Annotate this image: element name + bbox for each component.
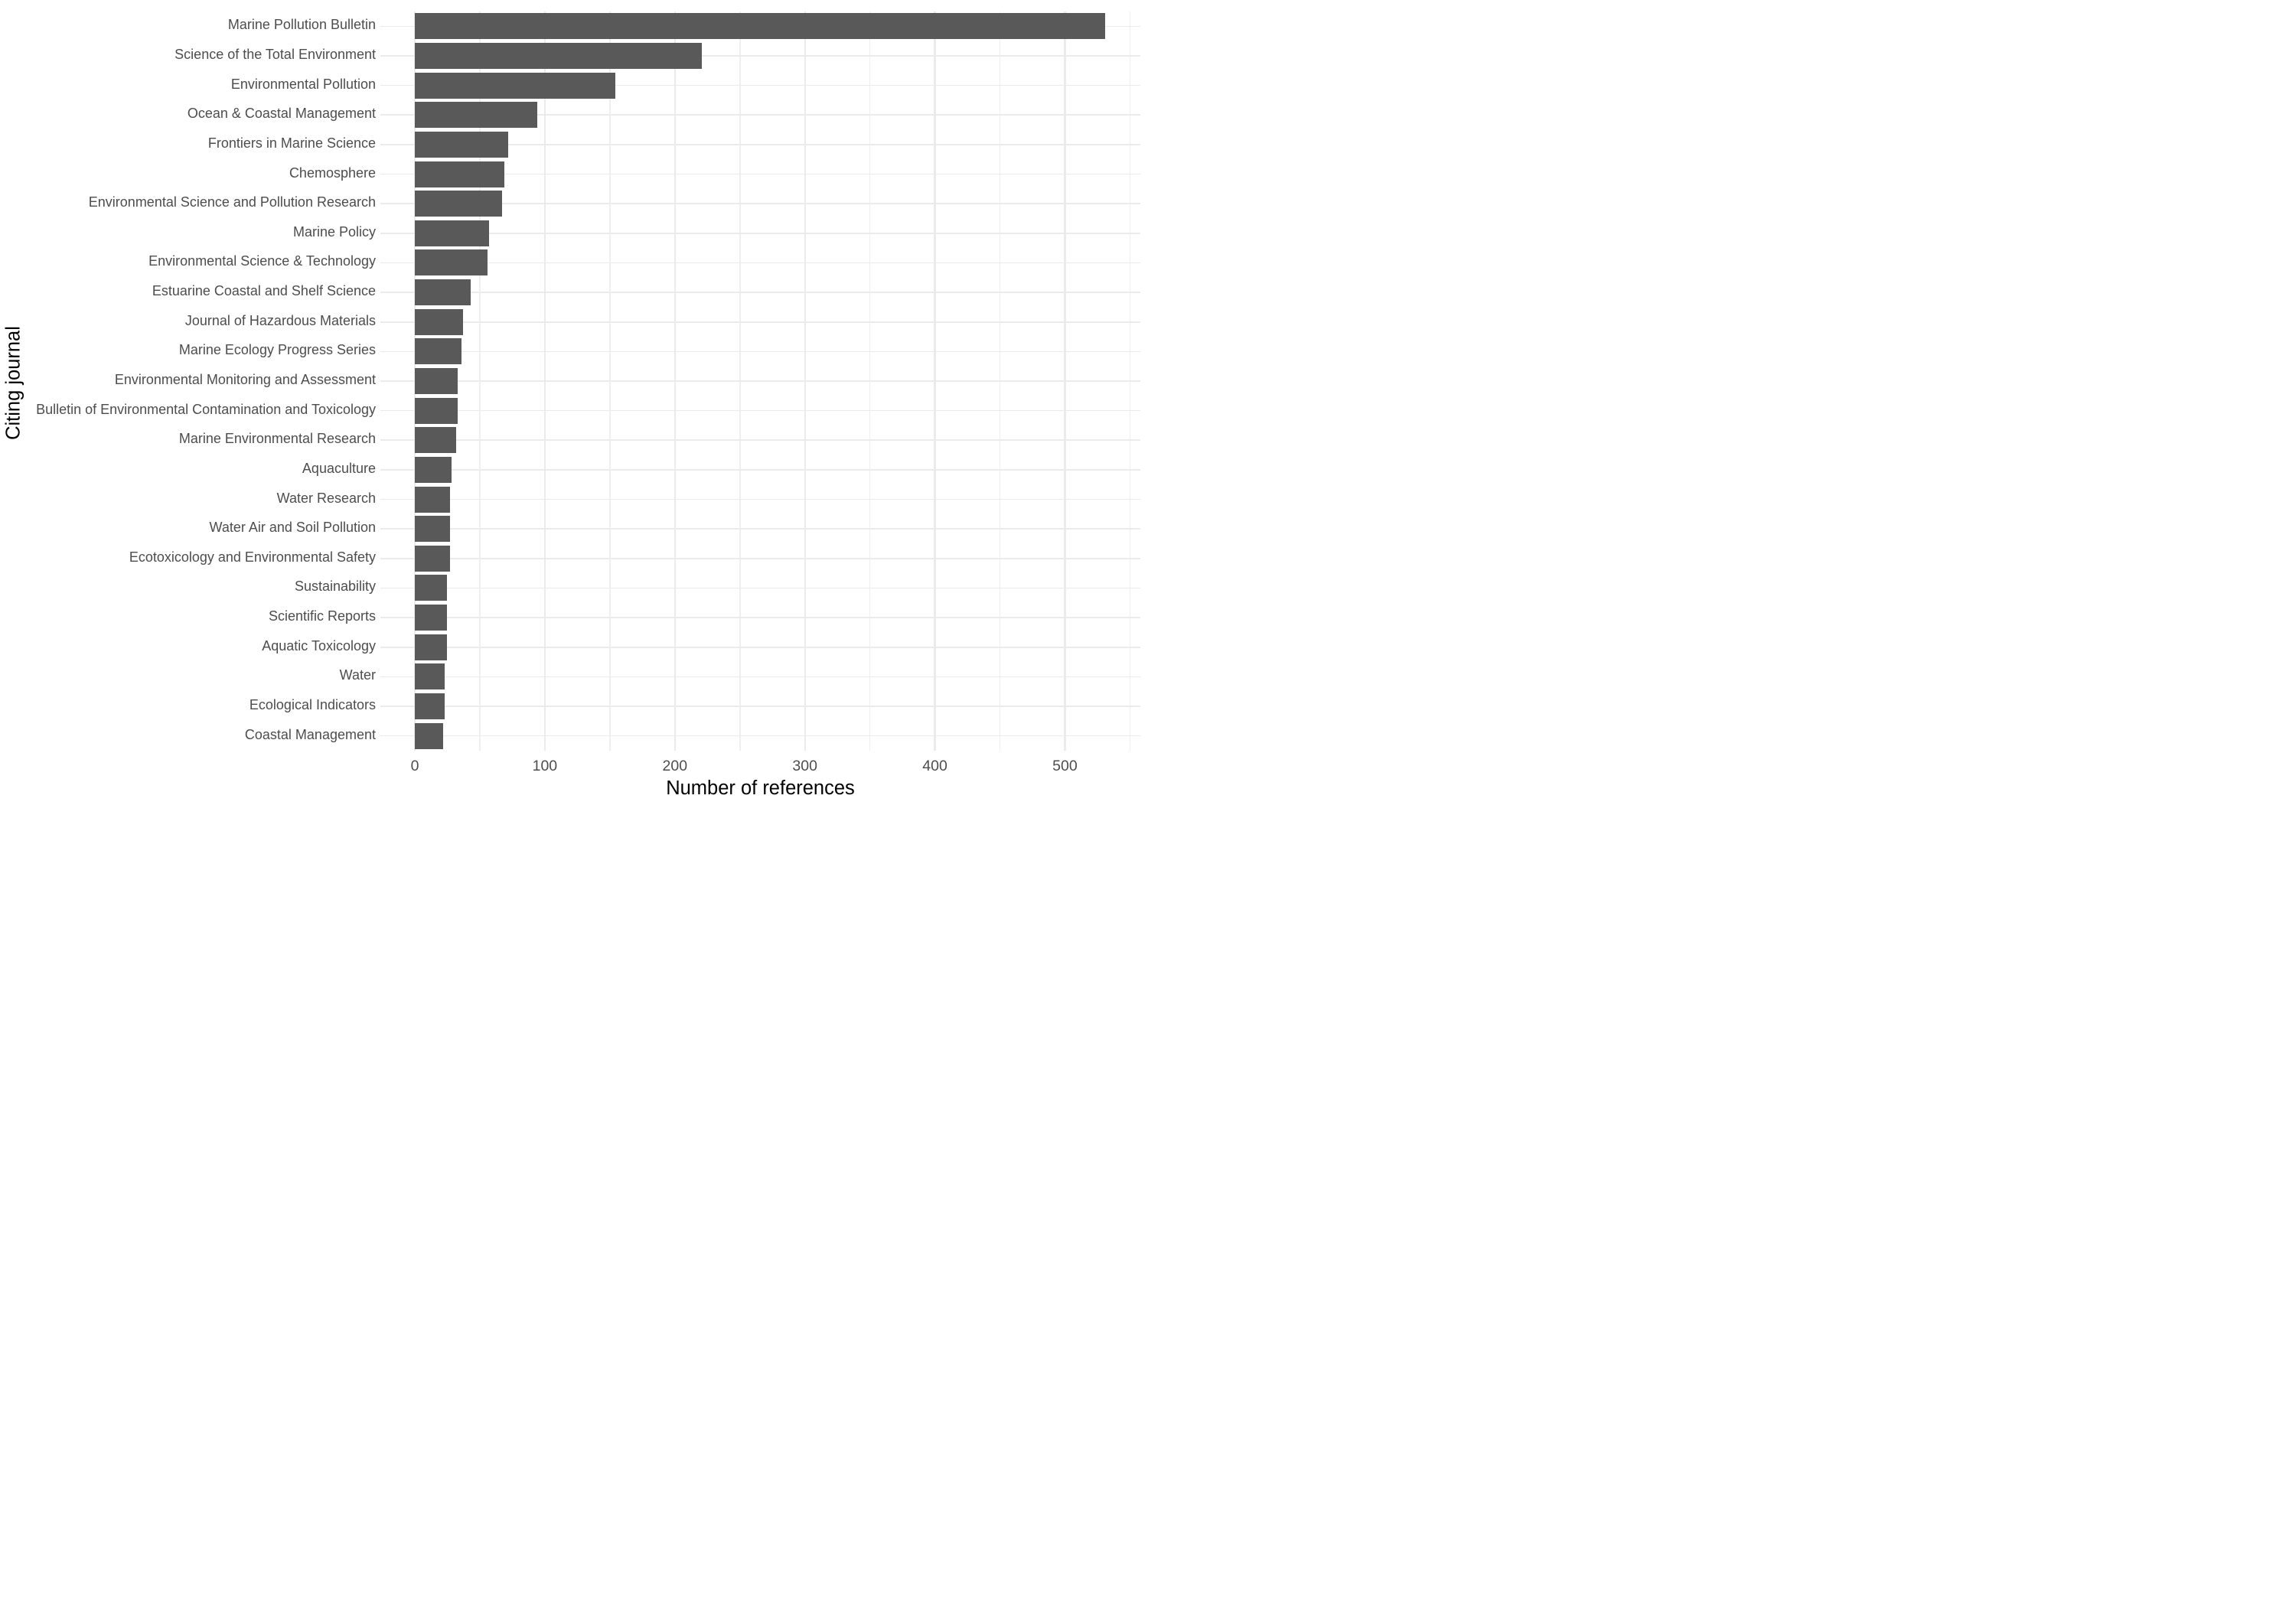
row-gridline bbox=[380, 55, 1140, 57]
bar bbox=[415, 191, 502, 217]
bar bbox=[415, 516, 450, 543]
bar bbox=[415, 545, 450, 572]
bar bbox=[415, 131, 509, 158]
row-gridline bbox=[380, 617, 1140, 618]
category-label: Water Air and Soil Pollution bbox=[209, 520, 376, 536]
x-tick-label: 500 bbox=[1052, 758, 1078, 774]
row-gridline bbox=[380, 409, 1140, 412]
bar bbox=[415, 72, 615, 99]
category-label: Bulletin of Environmental Contamination … bbox=[36, 401, 376, 417]
row-gridline bbox=[380, 84, 1140, 86]
row-gridline bbox=[380, 203, 1140, 204]
row-gridline bbox=[380, 439, 1140, 442]
category-label: Marine Ecology Progress Series bbox=[178, 342, 376, 358]
bar bbox=[415, 693, 445, 720]
bar bbox=[415, 279, 471, 306]
bar bbox=[415, 663, 445, 690]
x-tick-label: 0 bbox=[410, 758, 419, 774]
category-label: Marine Pollution Bulletin bbox=[227, 17, 376, 33]
category-label: Coastal Management bbox=[244, 726, 376, 742]
category-label: Frontiers in Marine Science bbox=[207, 135, 376, 151]
category-label: Ecological Indicators bbox=[249, 697, 376, 713]
category-label: Journal of Hazardous Materials bbox=[184, 312, 376, 328]
category-label: Environmental Science and Pollution Rese… bbox=[88, 194, 376, 210]
category-label: Water bbox=[339, 667, 376, 683]
bar bbox=[415, 634, 448, 660]
bar bbox=[415, 456, 452, 483]
row-gridline bbox=[380, 676, 1140, 678]
bar bbox=[415, 161, 505, 187]
row-gridline bbox=[380, 173, 1140, 175]
row-gridline bbox=[380, 587, 1140, 589]
row-gridline bbox=[380, 558, 1140, 559]
category-label: Water Research bbox=[276, 490, 376, 506]
x-tick-label: 200 bbox=[662, 758, 688, 774]
bar bbox=[415, 722, 444, 749]
row-gridline bbox=[380, 469, 1140, 471]
row-gridline bbox=[380, 735, 1140, 737]
category-label: Ocean & Coastal Management bbox=[187, 106, 376, 122]
category-label: Science of the Total Environment bbox=[174, 46, 376, 62]
bar bbox=[415, 102, 537, 129]
row-gridline bbox=[380, 380, 1140, 382]
category-label: Environmental Monitoring and Assessment bbox=[114, 372, 376, 387]
category-label: Marine Policy bbox=[292, 223, 376, 240]
row-gridline bbox=[380, 144, 1140, 145]
bar-chart-figure: Citing journal Marine Pollution Bulletin… bbox=[0, 0, 1148, 804]
category-label: Environmental Science & Technology bbox=[148, 253, 376, 269]
row-gridline bbox=[380, 233, 1140, 234]
row-gridline bbox=[380, 706, 1140, 707]
x-tick-label: 100 bbox=[532, 758, 558, 774]
bar bbox=[415, 220, 489, 246]
x-axis-title: Number of references bbox=[666, 777, 855, 799]
x-tick-label: 400 bbox=[922, 758, 947, 774]
row-gridline bbox=[380, 321, 1140, 323]
bar bbox=[415, 486, 450, 513]
row-gridline bbox=[380, 498, 1140, 500]
plot-panel bbox=[380, 11, 1140, 751]
category-label: Aquatic Toxicology bbox=[262, 637, 376, 654]
category-label: Aquaculture bbox=[302, 460, 376, 476]
category-label: Ecotoxicology and Environmental Safety bbox=[129, 549, 376, 565]
category-label: Scientific Reports bbox=[268, 608, 376, 624]
row-gridline bbox=[380, 528, 1140, 530]
bar bbox=[415, 338, 462, 365]
bar bbox=[415, 397, 458, 424]
bar bbox=[415, 575, 448, 601]
bar bbox=[415, 368, 458, 394]
category-label: Chemosphere bbox=[289, 165, 376, 181]
bar bbox=[415, 42, 703, 69]
x-tick-label: 300 bbox=[792, 758, 817, 774]
bar bbox=[415, 249, 488, 276]
row-gridline bbox=[380, 114, 1140, 116]
bar bbox=[415, 308, 463, 335]
bar bbox=[415, 13, 1106, 40]
category-label: Marine Environmental Research bbox=[178, 431, 376, 447]
category-label: Environmental Pollution bbox=[230, 76, 376, 92]
row-gridline bbox=[380, 262, 1140, 264]
row-gridline bbox=[380, 292, 1140, 293]
row-gridline bbox=[380, 646, 1140, 648]
row-gridline bbox=[380, 350, 1140, 353]
category-label: Estuarine Coastal and Shelf Science bbox=[152, 283, 376, 299]
bar bbox=[415, 605, 448, 631]
bar bbox=[415, 427, 457, 454]
category-label: Sustainability bbox=[294, 579, 376, 595]
